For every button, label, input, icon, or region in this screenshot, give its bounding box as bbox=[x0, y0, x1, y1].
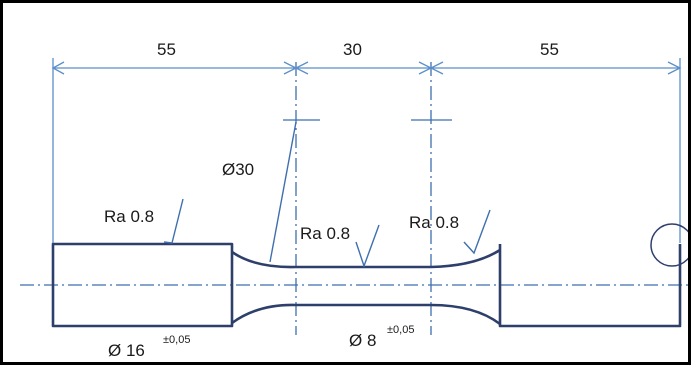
radius-label: Ø30 bbox=[222, 160, 254, 179]
right-shoulder bbox=[498, 244, 682, 328]
roughness-leader-right bbox=[463, 209, 491, 255]
left-shoulder bbox=[51, 242, 234, 328]
neck-upper-profile bbox=[231, 248, 501, 269]
roughness-label-middle: Ra 0.8 bbox=[300, 224, 350, 243]
dimension-label-right: 55 bbox=[540, 40, 559, 59]
diameter-label-mid: Ø 8 bbox=[349, 331, 376, 350]
diameter-tolerance-mid: ±0,05 bbox=[387, 324, 414, 336]
dimension-line bbox=[51, 61, 682, 75]
technical-drawing: 55 30 55 Ø30 Ra 0.8 Ra 0.8 Ra 0.8 Ø 16 ±… bbox=[20, 40, 688, 360]
arrow-right bbox=[667, 61, 682, 75]
detail-circle bbox=[650, 223, 688, 267]
leader-lines bbox=[163, 121, 491, 269]
extension-lines bbox=[52, 58, 681, 243]
part-outline bbox=[51, 223, 688, 328]
arrow-2-right bbox=[429, 61, 444, 75]
arrow-left bbox=[51, 61, 65, 75]
center-lines bbox=[20, 62, 688, 335]
roughness-leader-middle bbox=[355, 224, 380, 269]
arrow-1-right bbox=[294, 61, 309, 75]
diameter-tolerance-end: ±0,05 bbox=[163, 334, 190, 346]
radius-leader bbox=[269, 121, 297, 263]
roughness-leader-left bbox=[163, 198, 184, 244]
dimension-label-left: 55 bbox=[157, 40, 176, 59]
neck-lower-profile bbox=[231, 303, 501, 326]
diameter-label-end: Ø 16 bbox=[108, 341, 145, 360]
roughness-label-left: Ra 0.8 bbox=[104, 207, 154, 226]
roughness-label-right: Ra 0.8 bbox=[409, 213, 459, 232]
dimension-label-middle: 30 bbox=[343, 40, 362, 59]
